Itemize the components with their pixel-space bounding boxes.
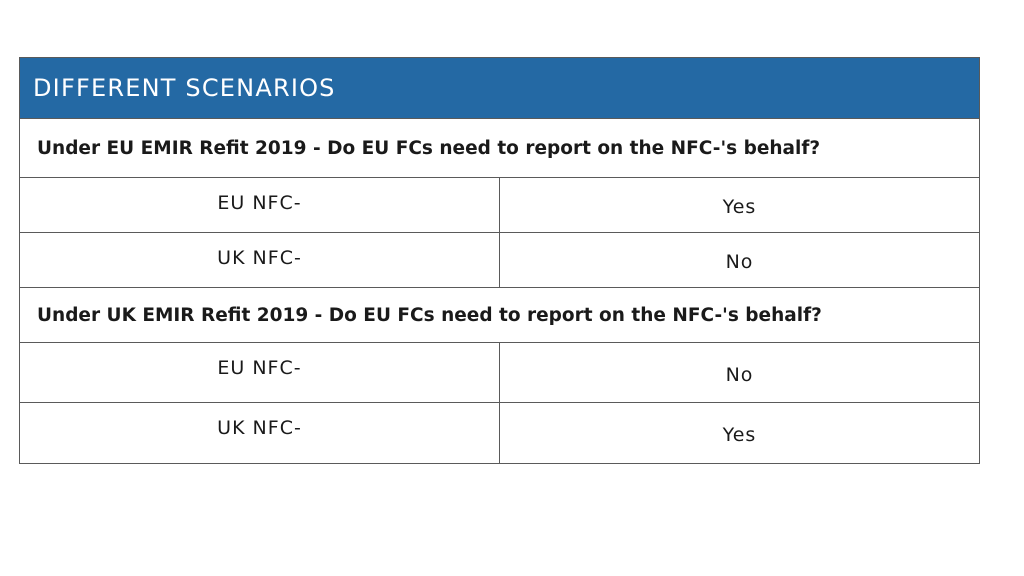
table-title: DIFFERENT SCENARIOS xyxy=(33,74,336,102)
entity-cell: EU NFC- xyxy=(20,343,500,402)
question-uk-emir: Under UK EMIR Refit 2019 - Do EU FCs nee… xyxy=(20,288,979,343)
entity-cell: EU NFC- xyxy=(20,178,500,232)
answer-cell: Yes xyxy=(722,196,757,218)
answer-cell: Yes xyxy=(722,424,757,446)
table-header: DIFFERENT SCENARIOS xyxy=(20,58,979,119)
answer-cell: No xyxy=(725,363,754,386)
table-row: EU NFC- No xyxy=(20,343,979,403)
table-row: UK NFC- Yes xyxy=(20,403,979,463)
answer-cell: No xyxy=(725,251,754,273)
table-row: EU NFC- Yes xyxy=(20,178,979,233)
entity-cell: UK NFC- xyxy=(20,403,500,463)
question-eu-emir: Under EU EMIR Refit 2019 - Do EU FCs nee… xyxy=(20,119,979,178)
scenarios-table: DIFFERENT SCENARIOS Under EU EMIR Refit … xyxy=(19,57,980,464)
table-row: UK NFC- No xyxy=(20,233,979,288)
entity-cell: UK NFC- xyxy=(20,233,500,287)
